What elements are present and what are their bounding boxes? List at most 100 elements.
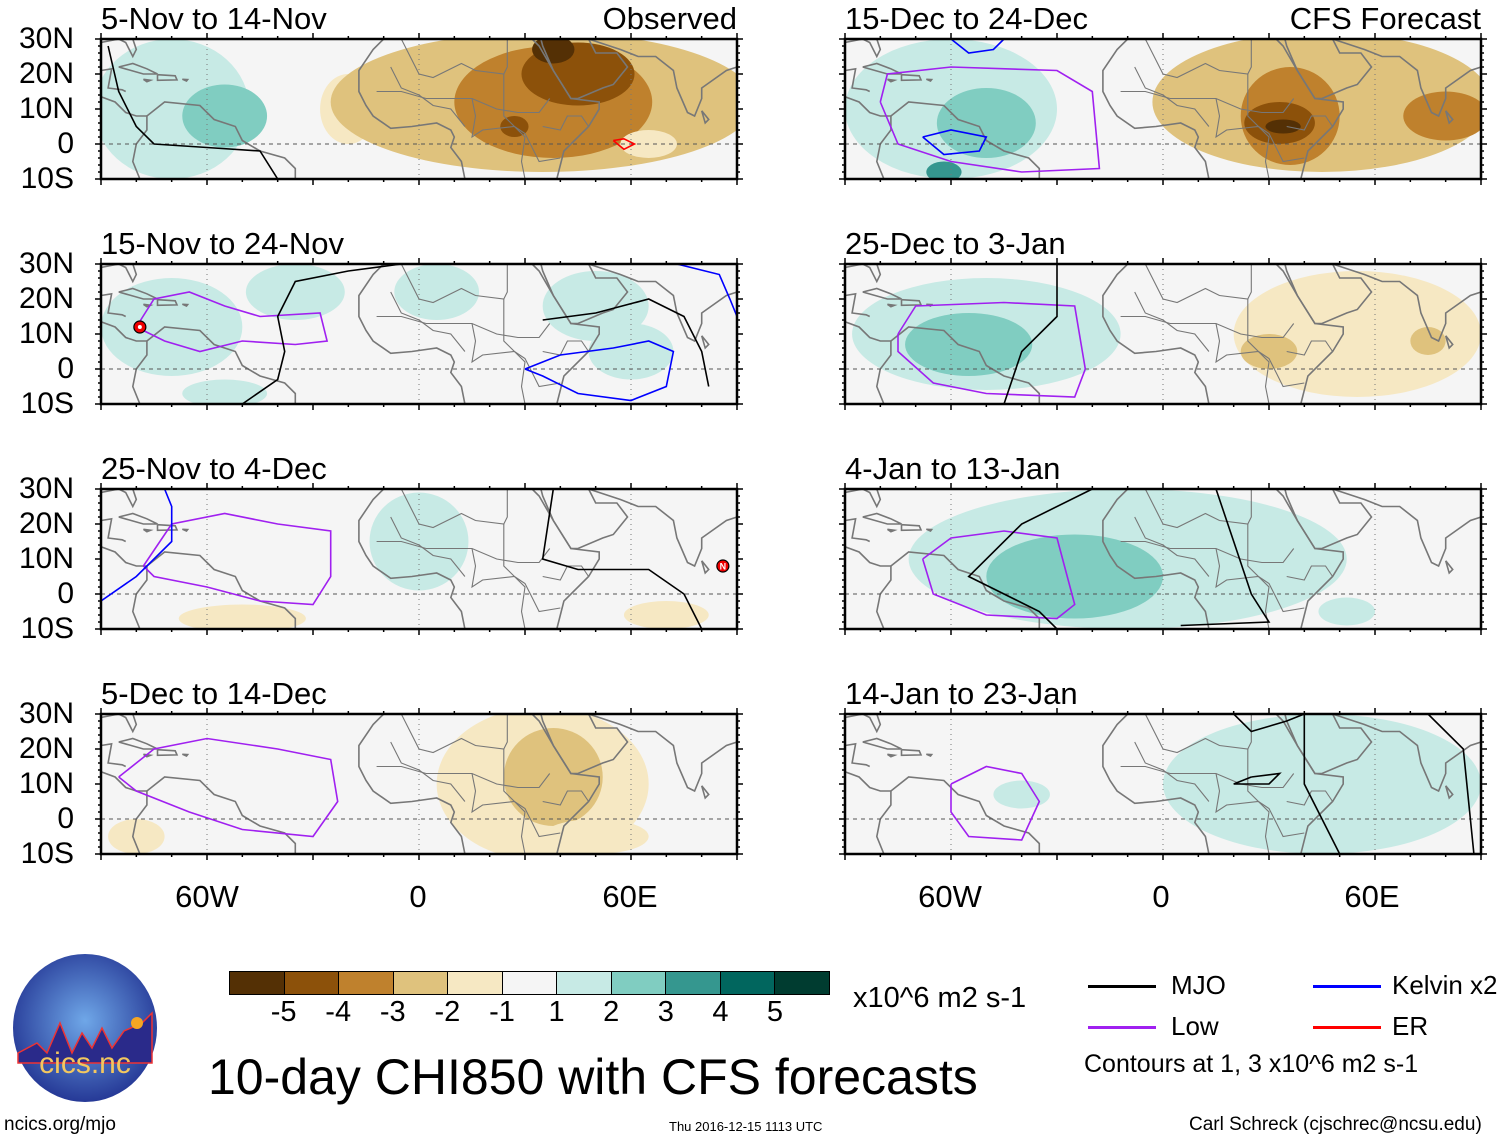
coastline bbox=[900, 523, 923, 532]
shading-region bbox=[178, 604, 306, 629]
coastline bbox=[588, 39, 737, 118]
hurricane-icon bbox=[133, 320, 147, 334]
legend-mjo-label: MJO bbox=[1171, 970, 1226, 1000]
coastline bbox=[1332, 489, 1481, 568]
coastline bbox=[358, 489, 466, 629]
map bbox=[839, 483, 1487, 635]
legend-note: Contours at 1, 3 x10^6 m2 s-1 bbox=[1084, 1050, 1419, 1078]
coastline bbox=[383, 489, 601, 629]
footer-url[interactable]: ncics.org/mjo bbox=[4, 1114, 116, 1135]
shading-region bbox=[369, 492, 469, 591]
coastline bbox=[540, 264, 629, 325]
country-border bbox=[542, 340, 590, 356]
map-panel: 25-Nov to 4-Dec N bbox=[95, 451, 743, 635]
country-border bbox=[1120, 315, 1295, 339]
shading-region bbox=[905, 313, 1033, 376]
coastline bbox=[101, 321, 148, 404]
country-border bbox=[1134, 66, 1210, 127]
latitude-label: 10N bbox=[18, 92, 74, 125]
colorbar-tick-label: -2 bbox=[434, 996, 461, 1028]
coastline bbox=[890, 101, 1041, 179]
coastline bbox=[540, 714, 629, 775]
coastline bbox=[700, 560, 710, 575]
colorbar-swatch bbox=[284, 972, 339, 994]
country-border bbox=[390, 741, 466, 802]
mjo-contour bbox=[967, 489, 1093, 629]
country-border bbox=[376, 90, 551, 114]
shading-region bbox=[623, 601, 709, 629]
coastline bbox=[1444, 110, 1454, 125]
kelvin-contour bbox=[101, 489, 173, 602]
coastline bbox=[862, 287, 902, 300]
shading-region bbox=[182, 379, 268, 404]
map bbox=[95, 708, 743, 860]
map-panel: 14-Jan to 23-Jan bbox=[839, 676, 1487, 860]
shading-region bbox=[1240, 334, 1298, 369]
map-panel: 5-Dec to 14-Dec bbox=[95, 676, 743, 860]
low-contour bbox=[879, 66, 1101, 173]
coastline bbox=[1332, 714, 1481, 793]
coastline bbox=[540, 39, 629, 100]
country-border bbox=[400, 714, 508, 754]
country-border bbox=[1286, 340, 1334, 356]
coastline bbox=[358, 714, 466, 854]
country-border bbox=[376, 765, 551, 789]
shading-region bbox=[394, 264, 480, 320]
coastline bbox=[101, 742, 127, 768]
panel-source-label: CFS Forecast bbox=[1289, 1, 1481, 36]
kelvin-contour bbox=[922, 129, 988, 156]
low-contour bbox=[135, 291, 329, 353]
coastline bbox=[146, 776, 297, 854]
country-border bbox=[1134, 516, 1210, 577]
country-border bbox=[1144, 489, 1252, 529]
coastline bbox=[1332, 264, 1481, 343]
shading-region bbox=[993, 780, 1050, 809]
map bbox=[95, 33, 743, 185]
coastline bbox=[181, 753, 190, 757]
country-border bbox=[1120, 540, 1295, 564]
longitude-label: 60W bbox=[175, 879, 239, 914]
map-panel: 25-Dec to 3-Jan bbox=[839, 226, 1487, 410]
coastline bbox=[886, 528, 898, 533]
coastline bbox=[146, 326, 297, 404]
country-border bbox=[1247, 74, 1270, 179]
latitude-label: 0 bbox=[57, 802, 74, 835]
country-border bbox=[1247, 299, 1270, 404]
panel-title: 4-Jan to 13-Jan bbox=[845, 451, 1061, 486]
mjo-contour bbox=[541, 489, 703, 629]
coastline bbox=[925, 528, 934, 532]
panel-title: 25-Nov to 4-Dec bbox=[101, 451, 327, 486]
shading-region bbox=[542, 271, 649, 341]
coastline bbox=[1127, 264, 1345, 404]
panel-title: 25-Dec to 3-Jan bbox=[845, 226, 1066, 261]
panel-title: 15-Dec to 24-Dec bbox=[845, 1, 1088, 36]
coastline bbox=[118, 512, 158, 525]
shading-region bbox=[588, 323, 674, 380]
shading-region bbox=[1403, 91, 1481, 141]
latitude-label: 20N bbox=[18, 507, 74, 540]
coastline bbox=[383, 39, 601, 179]
mjo-contour bbox=[241, 264, 402, 404]
colorbar-tick-label: -4 bbox=[325, 996, 352, 1028]
coastline bbox=[1127, 489, 1345, 629]
coastline bbox=[700, 110, 710, 125]
coastline bbox=[862, 737, 902, 750]
latitude-label: 20N bbox=[18, 57, 74, 90]
logo-text: cics.nc bbox=[39, 1047, 131, 1080]
colorbar-swatch bbox=[611, 972, 666, 994]
coastline bbox=[1127, 714, 1345, 854]
map: N bbox=[95, 483, 743, 635]
country-border bbox=[400, 39, 508, 79]
country-border bbox=[1144, 264, 1252, 304]
country-border bbox=[400, 264, 508, 304]
coastline bbox=[862, 512, 902, 525]
country-border bbox=[390, 516, 466, 577]
units-label: x10^6 m2 s-1 bbox=[853, 982, 1027, 1014]
country-border bbox=[542, 790, 590, 806]
mjo-contour bbox=[1233, 772, 1282, 785]
latitude-label: 20N bbox=[18, 732, 74, 765]
coastline bbox=[588, 489, 737, 568]
colorbar-swatch bbox=[230, 972, 285, 994]
coastline bbox=[101, 771, 148, 854]
coastline bbox=[700, 785, 710, 800]
